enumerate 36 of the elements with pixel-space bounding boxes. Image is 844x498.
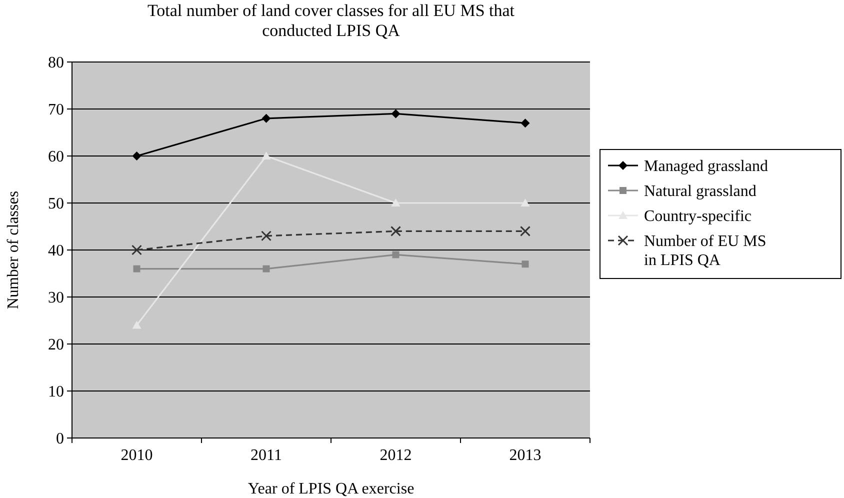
point [520, 226, 530, 236]
point [262, 265, 270, 272]
point [391, 198, 400, 206]
x-tick-label: 2011 [250, 447, 282, 464]
point [390, 226, 401, 236]
point [132, 244, 142, 256]
y-tick-label: 70 [48, 102, 64, 119]
y-tick-label: 30 [48, 290, 64, 307]
point [520, 118, 530, 128]
y-tick-label: 80 [48, 54, 64, 72]
legend-label: Managed grassland [644, 158, 768, 176]
point [132, 320, 142, 329]
x-tick-label: 2012 [380, 447, 412, 464]
point [262, 152, 271, 160]
x-tick-label: 2013 [509, 447, 542, 464]
point [392, 251, 400, 258]
point [261, 230, 272, 242]
y-tick-label: 50 [48, 196, 64, 213]
y-tick-label: 20 [48, 336, 64, 354]
point [391, 109, 400, 118]
point [522, 260, 529, 268]
x-tick-label: 2010 [120, 447, 153, 464]
x-axis-title: Year of LPIS QA exercise [248, 480, 414, 498]
legend-label: Natural grassland [644, 183, 756, 200]
legend-label: Country-specific [644, 208, 752, 226]
y-tick-label: 60 [48, 148, 64, 166]
point [520, 198, 530, 206]
point [132, 152, 142, 160]
y-tick-label: 10 [48, 384, 64, 401]
point [133, 265, 140, 272]
y-tick-label: 40 [48, 242, 64, 260]
chart-title: Total number of land cover classes for all EU MS that conducted LPIS QA [147, 1, 515, 40]
point [262, 114, 271, 123]
y-axis-title: Number of classes [5, 190, 22, 310]
y-tick-label: 0 [56, 430, 64, 448]
legend-label: Number of EU MS in LPIS QA [644, 233, 766, 270]
